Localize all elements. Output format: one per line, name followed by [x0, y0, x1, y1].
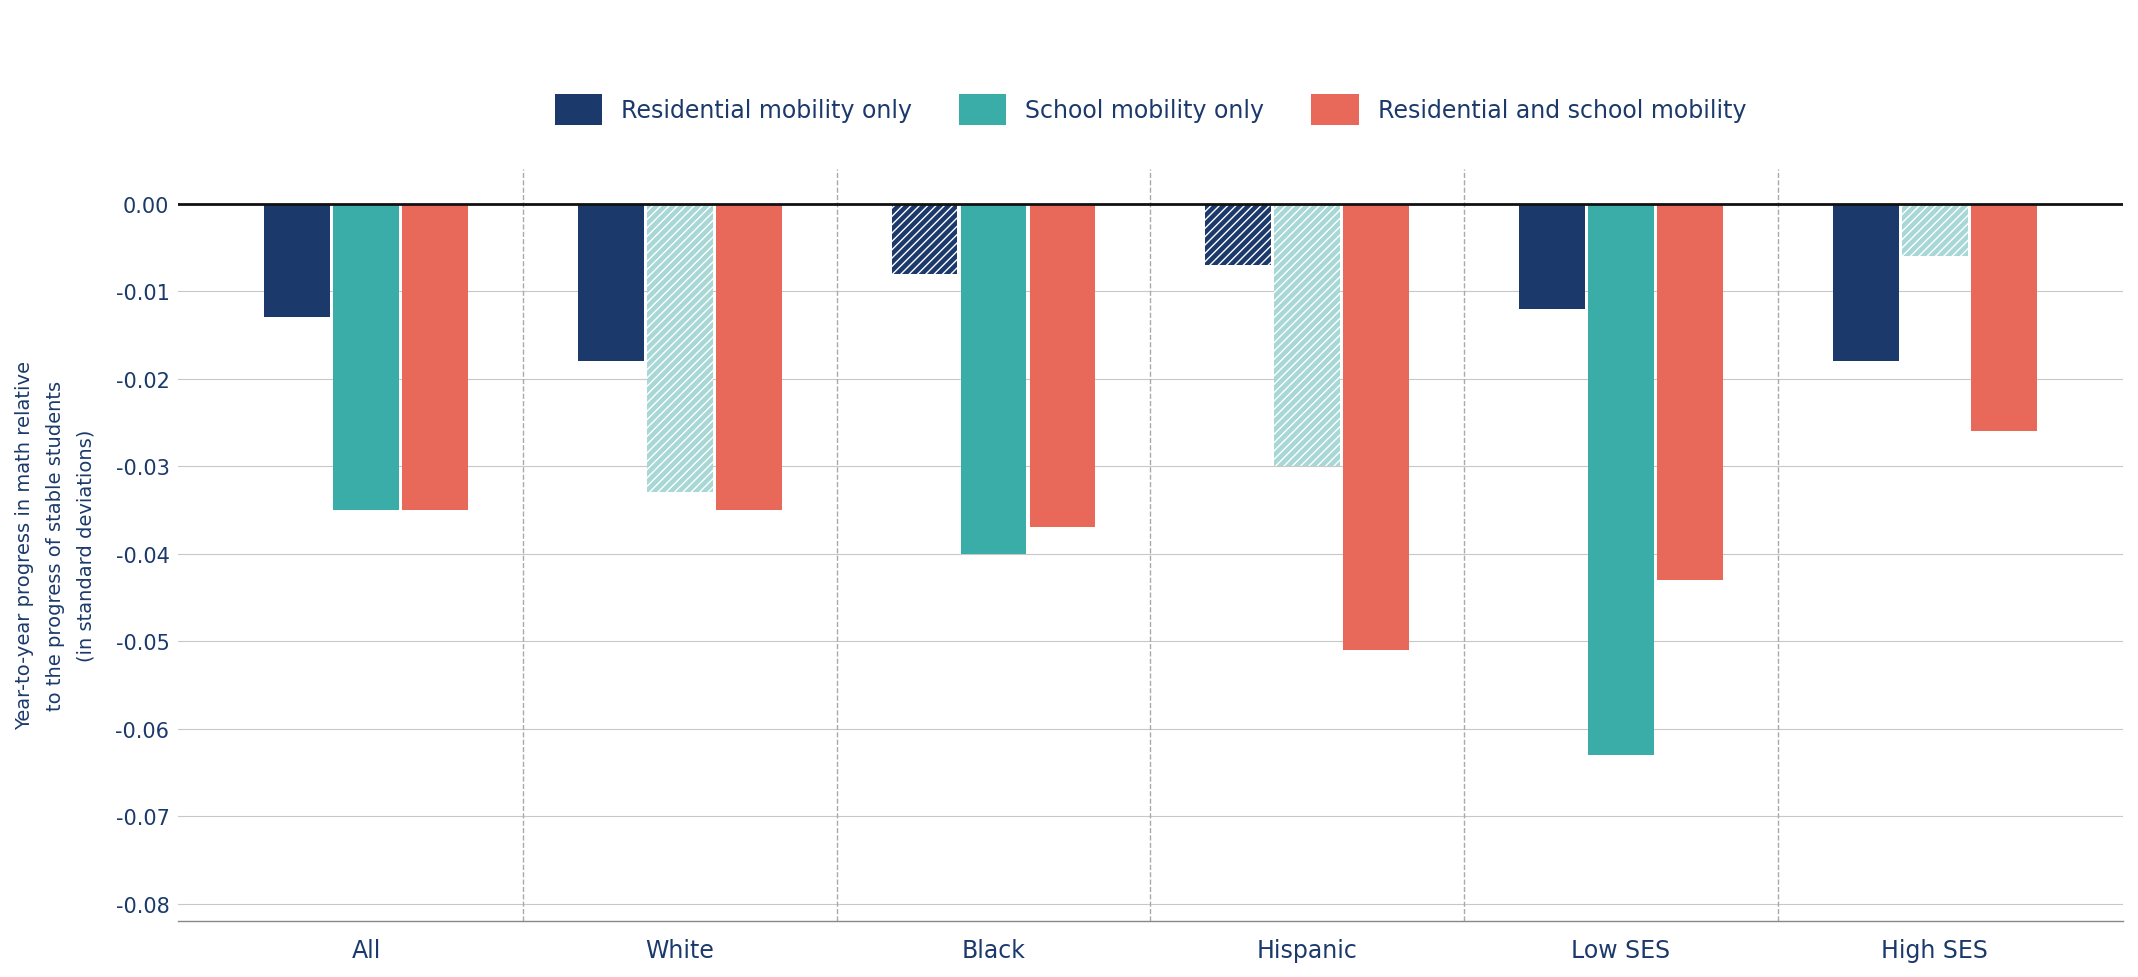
Bar [1971, 204, 2038, 432]
Bar [1206, 204, 1270, 266]
Bar [1343, 204, 1409, 651]
Bar [1274, 204, 1341, 467]
Bar [577, 204, 644, 361]
Bar [1832, 204, 1899, 361]
Bar [716, 204, 783, 510]
Bar [648, 204, 712, 493]
Bar [1903, 204, 1967, 257]
Bar [648, 204, 712, 493]
Legend: Residential mobility only, School mobility only, Residential and school mobility: Residential mobility only, School mobili… [543, 83, 1757, 138]
Bar [892, 204, 958, 275]
Bar [960, 204, 1026, 554]
Bar [1520, 204, 1584, 310]
Bar [334, 204, 400, 510]
Bar [1657, 204, 1723, 580]
Y-axis label: Year-to-year progress in math relative
to the progress of stable students
(in st: Year-to-year progress in math relative t… [15, 361, 96, 730]
Bar [1031, 204, 1095, 528]
Bar [1903, 204, 1967, 257]
Bar [1274, 204, 1341, 467]
Bar [1589, 204, 1655, 755]
Bar [402, 204, 468, 510]
Bar [265, 204, 329, 319]
Bar [1206, 204, 1270, 266]
Bar [892, 204, 958, 275]
